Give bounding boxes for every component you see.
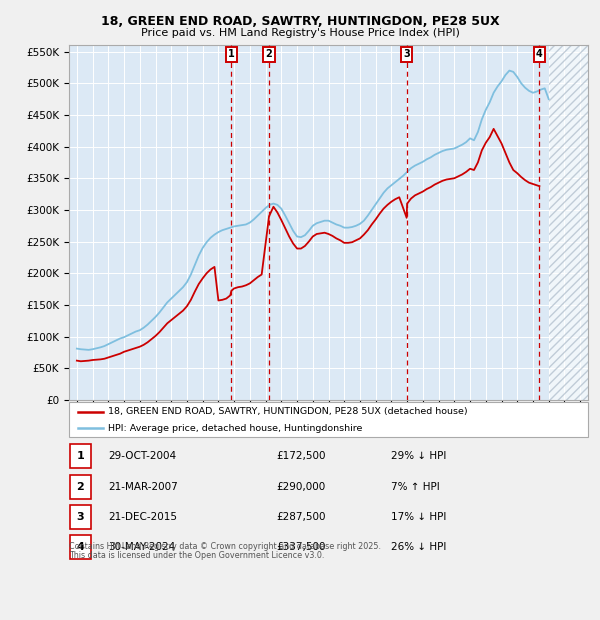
Bar bbox=[70, 475, 91, 498]
Bar bbox=[70, 445, 91, 468]
Text: 21-MAR-2007: 21-MAR-2007 bbox=[108, 482, 178, 492]
Text: 4: 4 bbox=[536, 49, 543, 59]
Bar bbox=[70, 536, 91, 559]
Text: Price paid vs. HM Land Registry's House Price Index (HPI): Price paid vs. HM Land Registry's House … bbox=[140, 29, 460, 38]
Text: 3: 3 bbox=[77, 512, 84, 522]
Text: 26% ↓ HPI: 26% ↓ HPI bbox=[391, 542, 446, 552]
Text: 3: 3 bbox=[403, 49, 410, 59]
Text: This data is licensed under the Open Government Licence v3.0.: This data is licensed under the Open Gov… bbox=[69, 551, 325, 560]
Text: 2: 2 bbox=[77, 482, 84, 492]
Text: 21-DEC-2015: 21-DEC-2015 bbox=[108, 512, 177, 522]
Text: 18, GREEN END ROAD, SAWTRY, HUNTINGDON, PE28 5UX (detached house): 18, GREEN END ROAD, SAWTRY, HUNTINGDON, … bbox=[108, 407, 467, 416]
Text: 7% ↑ HPI: 7% ↑ HPI bbox=[391, 482, 440, 492]
Text: £172,500: £172,500 bbox=[277, 451, 326, 461]
Bar bbox=[548, 45, 588, 400]
Text: 30-MAY-2024: 30-MAY-2024 bbox=[108, 542, 175, 552]
Bar bbox=[70, 505, 91, 529]
Text: £337,500: £337,500 bbox=[277, 542, 326, 552]
Text: 17% ↓ HPI: 17% ↓ HPI bbox=[391, 512, 446, 522]
Text: HPI: Average price, detached house, Huntingdonshire: HPI: Average price, detached house, Hunt… bbox=[108, 423, 362, 433]
Text: 4: 4 bbox=[76, 542, 85, 552]
Text: 2: 2 bbox=[266, 49, 272, 59]
Text: Contains HM Land Registry data © Crown copyright and database right 2025.: Contains HM Land Registry data © Crown c… bbox=[69, 542, 381, 551]
Text: £290,000: £290,000 bbox=[277, 482, 326, 492]
Text: 18, GREEN END ROAD, SAWTRY, HUNTINGDON, PE28 5UX: 18, GREEN END ROAD, SAWTRY, HUNTINGDON, … bbox=[101, 15, 499, 27]
Text: 1: 1 bbox=[228, 49, 235, 59]
Text: 29% ↓ HPI: 29% ↓ HPI bbox=[391, 451, 446, 461]
Text: 1: 1 bbox=[77, 451, 84, 461]
Text: 29-OCT-2004: 29-OCT-2004 bbox=[108, 451, 176, 461]
Text: £287,500: £287,500 bbox=[277, 512, 326, 522]
